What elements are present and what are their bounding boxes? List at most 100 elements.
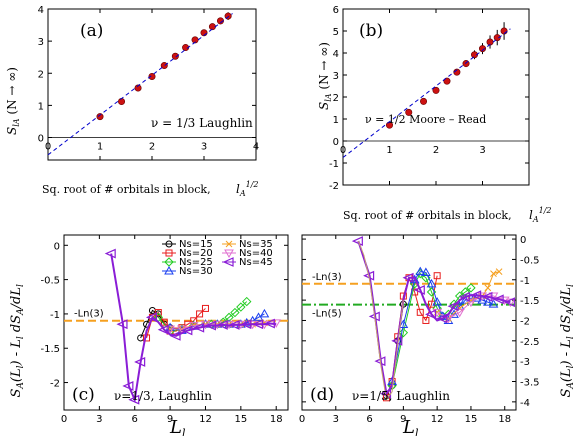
x-tick-label: 3 (333, 414, 339, 425)
panel-label: (a) (80, 21, 103, 41)
marker (134, 357, 146, 367)
marker (398, 327, 409, 338)
x-tick-label: 2 (149, 142, 155, 153)
series-line (391, 272, 472, 386)
panel-label: (c) (72, 385, 95, 405)
fit-line (47, 13, 233, 156)
label-sub: lA (324, 93, 333, 102)
marker (224, 249, 234, 259)
marker (402, 272, 414, 283)
x-tick-label: 12 (431, 414, 444, 425)
label-sub: l (415, 427, 419, 436)
marker (454, 308, 465, 318)
y-tick-label: 3 (333, 71, 339, 82)
label-part: (N → ∞) (317, 42, 331, 93)
plot-frame (301, 234, 517, 411)
data-point (453, 68, 461, 76)
marker (426, 287, 437, 297)
x-tick-label: 9 (400, 414, 406, 425)
y-tick-label: 1 (333, 115, 339, 126)
x-tick-label: 6 (132, 414, 138, 425)
x-tick-label: 9 (167, 414, 173, 425)
y-tick-label: 3 (38, 37, 44, 48)
x-axis-label: Sq. root of # orbitals in block, (343, 209, 512, 222)
data-point (471, 51, 479, 59)
x-axis-var: lA1/2 (529, 206, 552, 224)
data-point (478, 45, 486, 53)
marker (422, 316, 430, 324)
panel-label: (b) (359, 21, 383, 41)
marker (421, 267, 431, 276)
label-part: /dL (9, 287, 24, 310)
x-tick-label: 3 (201, 142, 207, 153)
label-sub: A (16, 382, 26, 390)
panel-c: 0 3 6 9 12 15 180-0.5-1-1.5-2-Ln(3)Ns=15Ns=20N… (9, 234, 289, 436)
annotation: ν = 1/3 Laughlin (151, 116, 253, 130)
marker (447, 301, 459, 312)
marker (263, 318, 275, 329)
x-axis-label: Ll (169, 417, 186, 436)
fit-line (342, 28, 511, 158)
legend-label: Ns=45 (239, 257, 273, 268)
label-sub: l (566, 336, 576, 339)
marker (391, 335, 403, 346)
marker (242, 296, 252, 307)
marker (148, 313, 156, 321)
data-point (148, 72, 156, 80)
marker (181, 325, 193, 336)
data-point (405, 108, 413, 116)
marker (488, 299, 499, 308)
marker (398, 319, 409, 329)
label-sup: 1/2 (539, 206, 552, 215)
marker (169, 330, 181, 341)
x-tick-label: 3 (96, 414, 102, 425)
plot-frame (63, 234, 289, 411)
legend-label: Ns=20 (179, 248, 213, 259)
annotation: ν = 1/2 Moore – Read (365, 113, 486, 126)
legend-label: Ns=15 (179, 239, 213, 250)
data-point (443, 77, 451, 85)
ref-line-label: -Ln(5) (312, 309, 342, 320)
y-tick-label: 2 (38, 69, 44, 80)
marker (466, 298, 476, 308)
x-tick-label: 18 (270, 414, 283, 425)
legend-label: Ns=25 (179, 257, 213, 268)
y-tick-label: 6 (333, 5, 339, 16)
marker (164, 265, 174, 275)
ref-line-label: -Ln(3) (312, 272, 342, 283)
y-axis-label: SA(Ll) - Ll dSA/dLl (559, 284, 576, 398)
x-axis-label: Sq. root of # orbitals in block, (42, 183, 211, 196)
marker (481, 291, 493, 302)
annotation: ν=1/3, Laughlin (114, 389, 212, 403)
y-tick-label: -4 (520, 398, 530, 409)
marker (154, 309, 162, 317)
panel-label: (d) (310, 385, 334, 405)
y-tick-label: -2.5 (520, 337, 540, 348)
y-axis-label: SA(Ll) - Ll dSA/dLl (9, 284, 26, 398)
y-tick-label: 0 (520, 235, 526, 246)
x-tick-label: 15 (465, 414, 478, 425)
marker (222, 257, 234, 267)
x-tick-label: 0 (340, 145, 346, 156)
marker (458, 291, 470, 302)
x-tick-label: 2 (433, 145, 439, 156)
label-sub: A (566, 382, 576, 390)
data-point (134, 84, 142, 92)
marker (240, 319, 252, 330)
y-tick-label: -1 (520, 276, 530, 287)
panel-a: 0 1 2 3 4 0 1 2 3 4 (a) ν = 1/3 Laughlin Sq. root of… (5, 5, 259, 198)
x-tick-label: 4 (253, 142, 259, 153)
marker (201, 304, 209, 312)
label-part: (L (559, 368, 574, 382)
data-point (160, 62, 168, 70)
y-tick-label: 0 (333, 137, 339, 148)
y-tick-label: 5 (333, 27, 339, 38)
label-sub: A (16, 308, 26, 316)
marker (104, 248, 116, 259)
y-tick-label: -3.5 (520, 378, 540, 389)
marker (495, 268, 503, 275)
marker (416, 308, 424, 316)
marker (482, 297, 493, 306)
